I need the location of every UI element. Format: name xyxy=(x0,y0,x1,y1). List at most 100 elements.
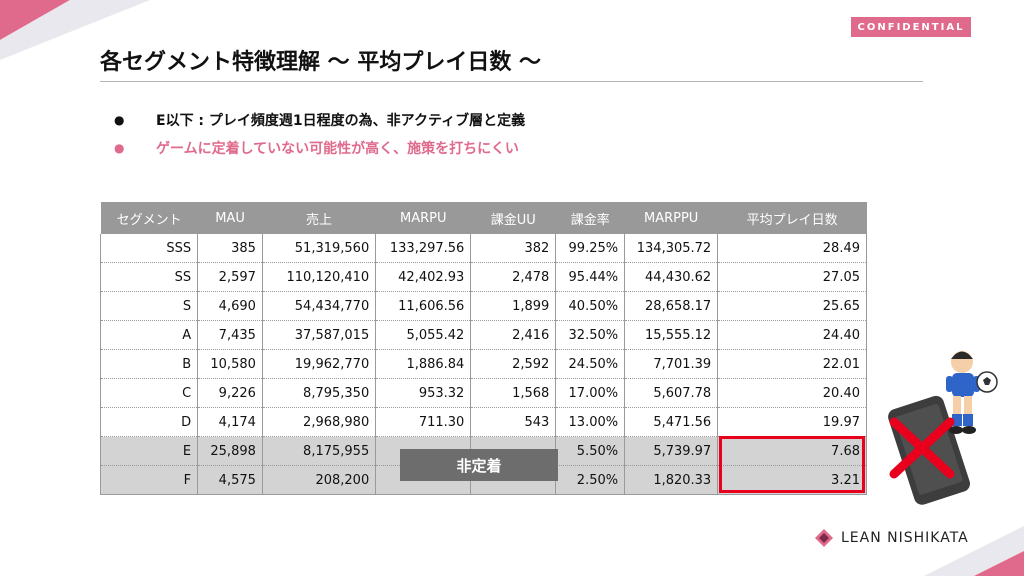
table-cell: 5,055.42 xyxy=(375,320,471,350)
table-cell: SS xyxy=(99,262,198,292)
table-cell: 28.49 xyxy=(717,234,867,263)
header-cell: 売上 xyxy=(262,202,376,234)
table-cell: D xyxy=(99,407,198,437)
bullet-dot-icon: ● xyxy=(114,113,125,127)
table-cell: C xyxy=(99,378,198,408)
table-cell: 2,478 xyxy=(470,262,556,292)
title-divider xyxy=(100,81,923,82)
table-cell: 1,820.33 xyxy=(624,465,718,495)
header-cell: セグメント xyxy=(100,202,198,234)
table-cell: 42,402.93 xyxy=(375,262,471,292)
table-cell: 543 xyxy=(470,407,556,437)
phone-soccer-illustration xyxy=(888,351,998,505)
confidential-badge: CONFIDENTIAL xyxy=(851,17,971,37)
table-cell: 2,592 xyxy=(470,349,556,379)
logo-text: LEAN NISHIKATA xyxy=(841,530,969,546)
table-cell: 2,968,980 xyxy=(261,407,376,437)
corner-decoration-top-left xyxy=(0,0,150,60)
table-cell: 4,174 xyxy=(197,407,263,437)
header-cell: MAU xyxy=(197,202,263,234)
table-cell: 24.50% xyxy=(555,349,625,379)
table-cell: 37,587,015 xyxy=(261,320,376,350)
table-row: C 9,226 8,795,350 953.32 1,568 17.00% 5,… xyxy=(99,378,867,408)
bullet-list: ● E以下 : プレイ頻度週1日程度の為、非アクティブ層と定義 ● ゲームに定着… xyxy=(114,106,525,162)
table-cell: 95.44% xyxy=(555,262,625,292)
header-cell: 課金率 xyxy=(555,202,625,234)
page-title: 各セグメント特徴理解 〜 平均プレイ日数 〜 xyxy=(100,50,541,75)
header-cell: MARPU xyxy=(375,202,471,234)
table-cell: 44,430.62 xyxy=(624,262,718,292)
table-cell: 99.25% xyxy=(555,234,625,263)
table-cell: SSS xyxy=(99,234,198,263)
table-cell: S xyxy=(99,291,198,321)
table-cell: 28,658.17 xyxy=(624,291,718,321)
bullet-text: E以下 : プレイ頻度週1日程度の為、非アクティブ層と定義 xyxy=(156,113,526,129)
table-cell: 4,575 xyxy=(197,465,263,495)
table-cell: 22.01 xyxy=(717,349,867,379)
table-cell: 953.32 xyxy=(375,378,471,408)
table-cell: 110,120,410 xyxy=(261,262,376,292)
table-header-row: セグメント MAU 売上 MARPU 課金UU 課金率 MARPPU 平均プレイ… xyxy=(100,202,867,234)
table-cell: A xyxy=(99,320,198,350)
table-cell: 8,795,350 xyxy=(261,378,376,408)
table-cell: 7,701.39 xyxy=(624,349,718,379)
table-cell: 2.50% xyxy=(555,465,625,495)
bullet-text: ゲームに定着していない可能性が高く、施策を打ちにくい xyxy=(156,141,519,157)
table-cell: 24.40 xyxy=(717,320,867,350)
table-cell: E xyxy=(99,436,198,466)
table-cell: 5,739.97 xyxy=(624,436,718,466)
table-cell: 9,226 xyxy=(197,378,263,408)
soccer-player-icon xyxy=(946,351,980,434)
soccer-ball-icon xyxy=(976,371,998,393)
table-cell: 51,319,560 xyxy=(261,234,376,263)
table-cell: 385 xyxy=(197,234,263,263)
table-cell: 4,690 xyxy=(197,291,263,321)
table-row: S 4,690 54,434,770 11,606.56 1,899 40.50… xyxy=(99,291,867,321)
table-cell: 27.05 xyxy=(717,262,867,292)
table-cell: 25,898 xyxy=(197,436,263,466)
table-cell: 5,607.78 xyxy=(624,378,718,408)
table-row: A 7,435 37,587,015 5,055.42 2,416 32.50%… xyxy=(99,320,867,350)
table-cell: 40.50% xyxy=(555,291,625,321)
table-cell: 1,886.84 xyxy=(375,349,471,379)
table-cell: 11,606.56 xyxy=(375,291,471,321)
table-cell: 20.40 xyxy=(717,378,867,408)
header-cell: 課金UU xyxy=(470,202,556,234)
table-cell: 10,580 xyxy=(197,349,263,379)
table-cell: 1,568 xyxy=(470,378,556,408)
bullet-item: ● ゲームに定着していない可能性が高く、施策を打ちにくい xyxy=(114,134,525,162)
table-row: D 4,174 2,968,980 711.30 543 13.00% 5,47… xyxy=(99,407,867,437)
table-cell: 54,434,770 xyxy=(261,291,376,321)
table-cell: 3.21 xyxy=(717,465,867,495)
bullet-item: ● E以下 : プレイ頻度週1日程度の為、非アクティブ層と定義 xyxy=(114,106,525,134)
table-cell: B xyxy=(99,349,198,379)
table-cell: 711.30 xyxy=(375,407,471,437)
logo-mark-icon xyxy=(815,529,833,547)
cross-icon xyxy=(889,417,955,479)
table-cell: 32.50% xyxy=(555,320,625,350)
table-cell: 2,597 xyxy=(197,262,263,292)
table-cell: 19.97 xyxy=(717,407,867,437)
table-cell: 25.65 xyxy=(717,291,867,321)
segment-table: セグメント MAU 売上 MARPU 課金UU 課金率 MARPPU 平均プレイ… xyxy=(99,202,867,495)
table-cell: 382 xyxy=(470,234,556,263)
header-cell: MARPPU xyxy=(624,202,718,234)
table-row: B 10,580 19,962,770 1,886.84 2,592 24.50… xyxy=(99,349,867,379)
table-cell: 2,416 xyxy=(470,320,556,350)
table-cell: 5,471.56 xyxy=(624,407,718,437)
table-cell: 8,175,955 xyxy=(261,436,376,466)
table-cell: 5.50% xyxy=(555,436,625,466)
header-cell: 平均プレイ日数 xyxy=(717,202,867,234)
table-cell: 17.00% xyxy=(555,378,625,408)
company-logo: LEAN NISHIKATA xyxy=(815,529,969,547)
table-cell: 15,555.12 xyxy=(624,320,718,350)
table-cell: 7.68 xyxy=(717,436,867,466)
table-cell: 208,200 xyxy=(261,465,376,495)
table-cell: 7,435 xyxy=(197,320,263,350)
table-cell: 134,305.72 xyxy=(624,234,718,263)
table-cell: 1,899 xyxy=(470,291,556,321)
corner-decoration-bottom-right xyxy=(924,526,1024,576)
non-retention-label: 非定着 xyxy=(400,449,558,481)
table-row: SSS 385 51,319,560 133,297.56 382 99.25%… xyxy=(99,234,867,263)
table-row: SS 2,597 110,120,410 42,402.93 2,478 95.… xyxy=(99,262,867,292)
